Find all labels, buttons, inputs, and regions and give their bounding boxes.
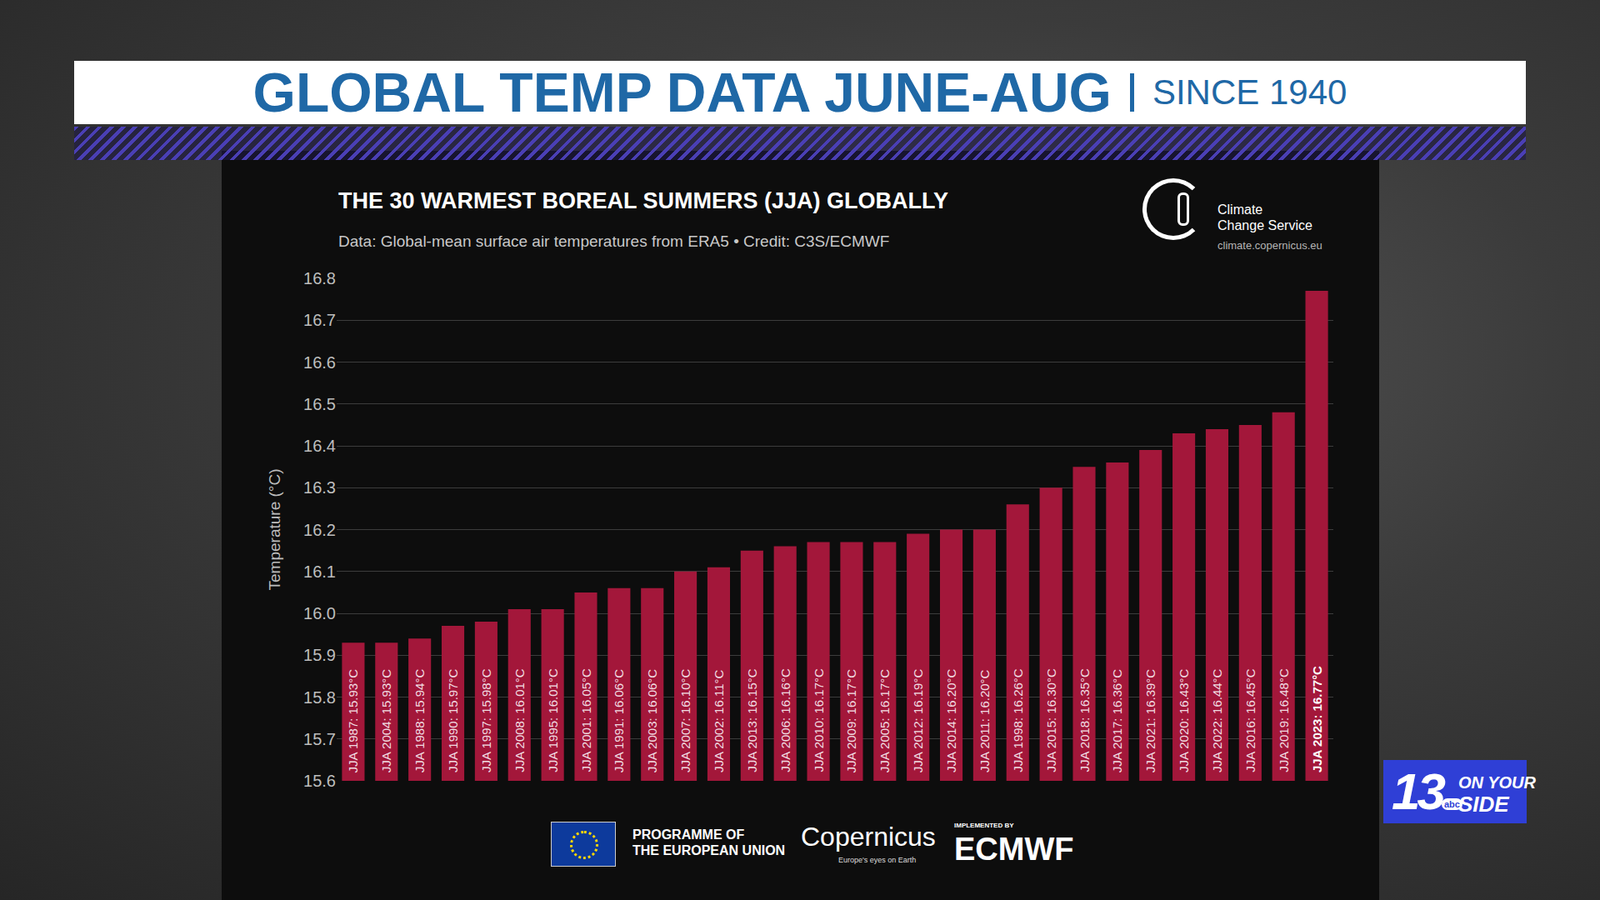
svg-text:15.7: 15.7 <box>303 730 336 749</box>
svg-text:JJA 2022: 16.44°C: JJA 2022: 16.44°C <box>1210 668 1225 773</box>
svg-text:16.1: 16.1 <box>303 562 336 581</box>
svg-text:JJA 2007: 16.10°C: JJA 2007: 16.10°C <box>678 669 693 774</box>
svg-text:JJA 2006: 16.16°C: JJA 2006: 16.16°C <box>778 668 793 773</box>
svg-text:JJA 2019: 16.48°C: JJA 2019: 16.48°C <box>1276 668 1291 773</box>
svg-text:16.0: 16.0 <box>303 604 336 623</box>
html-text:Copernicus: Copernicus <box>800 821 936 852</box>
html-text:ON YOUR: ON YOUR <box>1458 773 1536 792</box>
svg-text:JJA 2002: 16.11°C: JJA 2002: 16.11°C <box>711 669 726 772</box>
svg-text:16.3: 16.3 <box>303 478 336 497</box>
html-text:Change Service: Change Service <box>1217 218 1313 233</box>
svg-text:JJA 2009: 16.17°C: JJA 2009: 16.17°C <box>844 669 859 774</box>
svg-text:JJA 2005: 16.17°C: JJA 2005: 16.17°C <box>877 669 892 774</box>
svg-text:JJA 2021: 16.39°C: JJA 2021: 16.39°C <box>1143 669 1158 774</box>
svg-text:JJA 1988: 15.94°C: JJA 1988: 15.94°C <box>412 669 427 774</box>
html-text:THE EUROPEAN UNION: THE EUROPEAN UNION <box>632 843 786 858</box>
svg-text:JJA 1995: 16.01°C: JJA 1995: 16.01°C <box>545 668 560 773</box>
svg-text:JJA 2001: 16.05°C: JJA 2001: 16.05°C <box>579 668 594 773</box>
html-text:climate.copernicus.eu: climate.copernicus.eu <box>1217 239 1323 252</box>
svg-text:JJA 2018: 16.35°C: JJA 2018: 16.35°C <box>1077 668 1092 773</box>
svg-text:JJA 2012: 16.19°C: JJA 2012: 16.19°C <box>910 669 925 774</box>
svg-text:JJA 2010: 16.17°C: JJA 2010: 16.17°C <box>811 668 826 773</box>
html-text:Climate: Climate <box>1217 202 1263 217</box>
svg-text:JJA 2023: 16.77°C: JJA 2023: 16.77°C <box>1310 665 1325 773</box>
svg-text:Temperature (°C): Temperature (°C) <box>265 469 284 591</box>
svg-text:JJA 1987: 15.93°C: JJA 1987: 15.93°C <box>345 669 360 774</box>
svg-text:JJA 2016: 16.45°C: JJA 2016: 16.45°C <box>1243 668 1258 773</box>
svg-text:JJA 2011: 16.20°C: JJA 2011: 16.20°C <box>977 669 992 772</box>
html-text:IMPLEMENTED BY: IMPLEMENTED BY <box>954 821 1014 830</box>
svg-text:16.7: 16.7 <box>303 310 336 330</box>
svg-text:16.6: 16.6 <box>303 353 336 372</box>
html-text:13: 13 <box>1391 762 1443 820</box>
svg-text:JJA 1998: 16.26°C: JJA 1998: 16.26°C <box>1010 668 1025 773</box>
svg-text:JJA 1991: 16.06°C: JJA 1991: 16.06°C <box>611 669 626 774</box>
html-text:ECMWF: ECMWF <box>954 831 1074 867</box>
svg-text:JJA 2013: 16.15°C: JJA 2013: 16.15°C <box>745 668 760 773</box>
html-text:Europe's eyes on Earth: Europe's eyes on Earth <box>838 855 917 865</box>
html-text:SIDE: SIDE <box>1458 791 1509 817</box>
svg-text:16.5: 16.5 <box>303 395 336 414</box>
svg-text:15.8: 15.8 <box>303 688 336 707</box>
html-text:GLOBAL TEMP DATA JUNE-AUG: GLOBAL TEMP DATA JUNE-AUG <box>253 61 1112 124</box>
svg-text:JJA 2017: 16.36°C: JJA 2017: 16.36°C <box>1110 669 1125 774</box>
svg-text:JJA 2003: 16.06°C: JJA 2003: 16.06°C <box>645 669 660 774</box>
svg-text:16.8: 16.8 <box>303 269 336 288</box>
svg-text:JJA 2008: 16.01°C: JJA 2008: 16.01°C <box>512 668 527 773</box>
html-text:SINCE 1940: SINCE 1940 <box>1152 72 1347 112</box>
svg-text:15.6: 15.6 <box>303 771 336 790</box>
svg-text:JJA 2014: 16.20°C: JJA 2014: 16.20°C <box>944 668 959 773</box>
svg-text:JJA 2015: 16.30°C: JJA 2015: 16.30°C <box>1044 668 1059 773</box>
svg-text:JJA 2004: 15.93°C: JJA 2004: 15.93°C <box>379 669 394 774</box>
svg-text:16.4: 16.4 <box>303 436 336 455</box>
svg-text:15.9: 15.9 <box>303 645 336 665</box>
svg-text:16.2: 16.2 <box>303 520 336 540</box>
svg-text:THE 30 WARMEST BOREAL SUMMERS: THE 30 WARMEST BOREAL SUMMERS (JJA) GLOB… <box>338 188 949 214</box>
svg-text:Data: Global-mean surface air: Data: Global-mean surface air temperatur… <box>338 232 890 250</box>
html-text:PROGRAMME OF: PROGRAMME OF <box>632 827 745 842</box>
svg-text:JJA 1997: 15.98°C: JJA 1997: 15.98°C <box>479 668 494 773</box>
html-text:abc: abc <box>1444 799 1460 810</box>
svg-text:JJA 2020: 16.43°C: JJA 2020: 16.43°C <box>1176 669 1191 774</box>
svg-text:JJA 1990: 15.97°C: JJA 1990: 15.97°C <box>445 668 460 773</box>
